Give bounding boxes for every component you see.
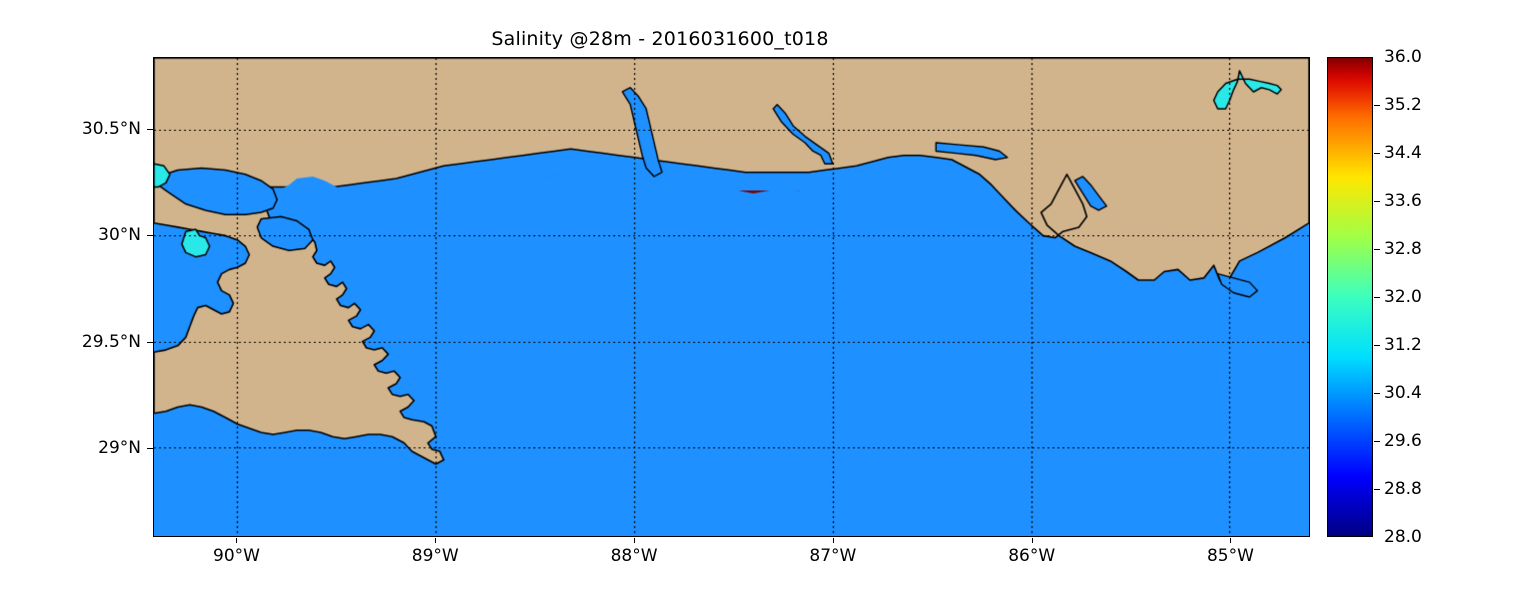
- colorbar-tick-mark: [1374, 153, 1380, 154]
- x-tick-mark: [236, 538, 238, 543]
- y-tick-label: 29°N: [98, 437, 141, 458]
- colorbar-tick-label: 32.8: [1384, 239, 1422, 259]
- x-tick-mark: [435, 538, 437, 543]
- x-tick-label: 86°W: [1008, 546, 1056, 566]
- colorbar-tick-mark: [1374, 489, 1380, 490]
- colorbar-tick-mark: [1374, 441, 1380, 442]
- x-tick-mark: [832, 538, 834, 543]
- colorbar-tick-label: 29.6: [1384, 431, 1422, 451]
- y-tick-label: 30.5°N: [81, 119, 141, 140]
- colorbar-tick-mark: [1374, 297, 1380, 298]
- colorbar-tick-label: 31.2: [1384, 335, 1422, 355]
- salinity-heatmap-canvas: [154, 58, 1309, 536]
- colorbar-tick-label: 28.8: [1384, 479, 1422, 499]
- colorbar-tick-label: 35.2: [1384, 95, 1422, 115]
- page-title: Salinity @28m - 2016031600_t018: [491, 28, 829, 50]
- colorbar-tick-label: 32.0: [1384, 287, 1422, 307]
- y-tick-mark: [147, 235, 153, 237]
- colorbar-tick-mark: [1374, 393, 1380, 394]
- colorbar-tick-label: 34.4: [1384, 143, 1422, 163]
- y-tick-mark: [147, 341, 153, 343]
- colorbar-tick-label: 36.0: [1384, 47, 1422, 67]
- x-tick-label: 87°W: [809, 546, 857, 566]
- y-tick-label: 29.5°N: [81, 331, 141, 352]
- colorbar-tick-label: 33.6: [1384, 191, 1422, 211]
- y-tick-mark: [147, 129, 153, 131]
- x-tick-label: 85°W: [1206, 546, 1254, 566]
- x-tick-mark: [1230, 538, 1232, 543]
- colorbar-tick-mark: [1374, 201, 1380, 202]
- colorbar-gradient: [1328, 58, 1372, 536]
- y-tick-mark: [147, 447, 153, 449]
- x-tick-mark: [1031, 538, 1033, 543]
- x-tick-mark: [634, 538, 636, 543]
- map-axes[interactable]: [153, 57, 1310, 537]
- colorbar-tick-mark: [1374, 105, 1380, 106]
- colorbar-tick-mark: [1374, 249, 1380, 250]
- colorbar-tick-label: 28.0: [1384, 527, 1422, 547]
- colorbar-tick-mark: [1374, 345, 1380, 346]
- colorbar[interactable]: [1327, 57, 1373, 537]
- x-tick-label: 88°W: [610, 546, 658, 566]
- x-tick-label: 90°W: [213, 546, 260, 566]
- y-tick-label: 30°N: [98, 225, 141, 246]
- colorbar-tick-label: 30.4: [1384, 383, 1422, 403]
- x-tick-label: 89°W: [411, 546, 459, 566]
